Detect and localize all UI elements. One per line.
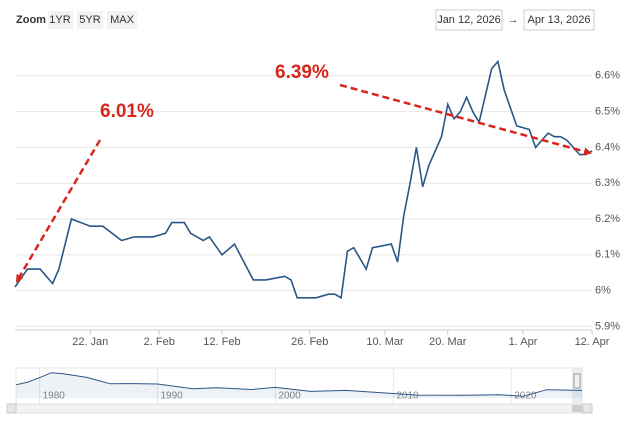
zoom-button-label[interactable]: MAX <box>110 14 135 26</box>
rate-line <box>14 59 593 300</box>
date-to[interactable]: Apr 13, 2026 <box>528 14 591 26</box>
scrollbar-thumb[interactable] <box>572 405 582 412</box>
navigator-tick-label: 1980 <box>43 391 66 402</box>
zoom-button-label[interactable]: 1YR <box>49 14 70 26</box>
y-tick-label: 6.6% <box>595 70 620 82</box>
zoom-button[interactable] <box>107 11 137 29</box>
navigator-tick-label: 2010 <box>396 391 419 402</box>
y-tick-label: 6% <box>595 285 611 297</box>
x-tick-label: 12. Feb <box>203 336 240 348</box>
y-tick-label: 6.4% <box>595 141 620 153</box>
y-tick-label: 6.3% <box>595 177 620 189</box>
y-tick-label: 6.2% <box>595 213 620 225</box>
annotation-arrow <box>339 83 592 156</box>
y-tick-label: 6.1% <box>595 249 620 261</box>
scrollbar[interactable] <box>15 403 583 414</box>
date-input[interactable] <box>435 9 503 31</box>
scrollbar-arrow[interactable] <box>582 403 593 414</box>
x-tick-label: 12. Apr <box>575 336 610 348</box>
x-tick-label: 2. Feb <box>144 336 175 348</box>
x-tick-label: 20. Mar <box>429 336 467 348</box>
x-tick-label: 26. Feb <box>291 336 328 348</box>
annotation: 6.39% <box>275 62 329 83</box>
navigator-tick-label: 2020 <box>514 391 537 402</box>
navigator-tick-label: 2000 <box>278 391 301 402</box>
date-from[interactable]: Jan 12, 2026 <box>437 14 501 26</box>
navigator-handle[interactable] <box>573 373 581 389</box>
navigator-line <box>15 372 583 397</box>
annotation-arrow <box>15 139 102 283</box>
zoom-button-label[interactable]: 5YR <box>79 14 100 26</box>
scrollbar-arrow[interactable] <box>6 403 17 414</box>
zoom-label: Zoom <box>16 14 46 26</box>
date-separator: → <box>508 14 519 26</box>
x-tick-label: 10. Mar <box>366 336 404 348</box>
y-tick-label: 5.9% <box>595 320 620 332</box>
annotation: 6.01% <box>100 101 154 122</box>
zoom-button[interactable] <box>77 11 103 29</box>
range-selector: Zoom 1YR 5YR MAX Jan 12, 2026 → Apr 13, … <box>16 9 595 31</box>
navigator-area <box>16 372 582 398</box>
navigator-tick-label: 1990 <box>161 391 184 402</box>
zoom-button[interactable] <box>48 11 73 29</box>
date-input[interactable] <box>523 9 595 31</box>
x-tick-label: 22. Jan <box>72 336 108 348</box>
x-tick-label: 1. Apr <box>509 336 538 348</box>
y-tick-label: 6.5% <box>595 106 620 118</box>
